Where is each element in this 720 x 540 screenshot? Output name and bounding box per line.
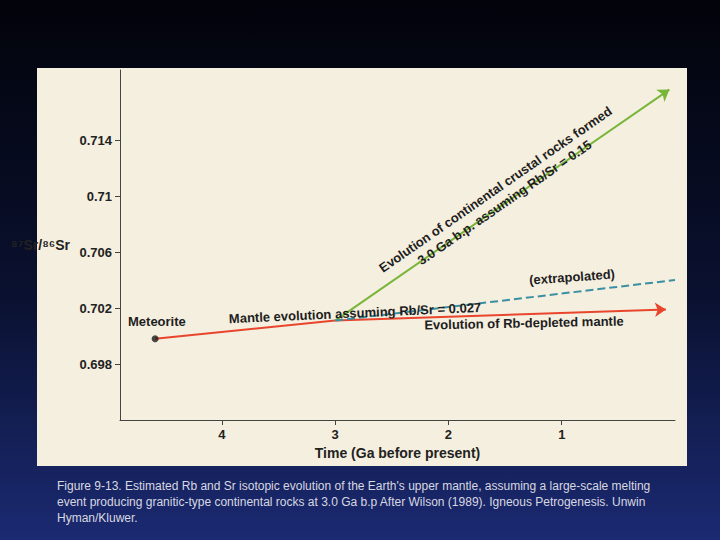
svg-text:Evolution of continental crust: Evolution of continental crustal rocks f… xyxy=(376,103,615,275)
svg-text:Evolution of Rb-depleted mantl: Evolution of Rb-depleted mantle xyxy=(424,314,624,333)
svg-text:0.71: 0.71 xyxy=(87,189,112,204)
svg-text:3.0 Ga b.p. assuming Rb/Sr = 0: 3.0 Ga b.p. assuming Rb/Sr = 0.15 xyxy=(415,137,595,268)
svg-text:Mantle evolution assuming Rb/S: Mantle evolution assuming Rb/Sr = 0.027 xyxy=(228,299,482,327)
svg-text:Figure 9-13. Estimated Rb and: Figure 9-13. Estimated Rb and Sr isotopi… xyxy=(57,479,654,493)
svg-text:1: 1 xyxy=(558,427,565,442)
svg-text:event producing granitic-type: event producing granitic-type continenta… xyxy=(57,495,649,509)
svg-text:3: 3 xyxy=(332,427,339,442)
svg-text:2: 2 xyxy=(445,427,452,442)
svg-text:0.706: 0.706 xyxy=(79,245,112,260)
svg-text:0.702: 0.702 xyxy=(79,301,112,316)
svg-text:0.714: 0.714 xyxy=(79,133,112,148)
svg-text:Time (Ga before present): Time (Ga before present) xyxy=(315,445,480,461)
svg-text:0.698: 0.698 xyxy=(79,357,112,372)
svg-text:4: 4 xyxy=(218,427,226,442)
svg-text:Meteorite: Meteorite xyxy=(128,314,186,329)
svg-text:Hyman/Kluwer.: Hyman/Kluwer. xyxy=(57,511,138,525)
svg-text:(extrapolated): (extrapolated) xyxy=(529,267,616,288)
svg-text:⁸⁷Sr/⁸⁶Sr: ⁸⁷Sr/⁸⁶Sr xyxy=(11,237,70,253)
